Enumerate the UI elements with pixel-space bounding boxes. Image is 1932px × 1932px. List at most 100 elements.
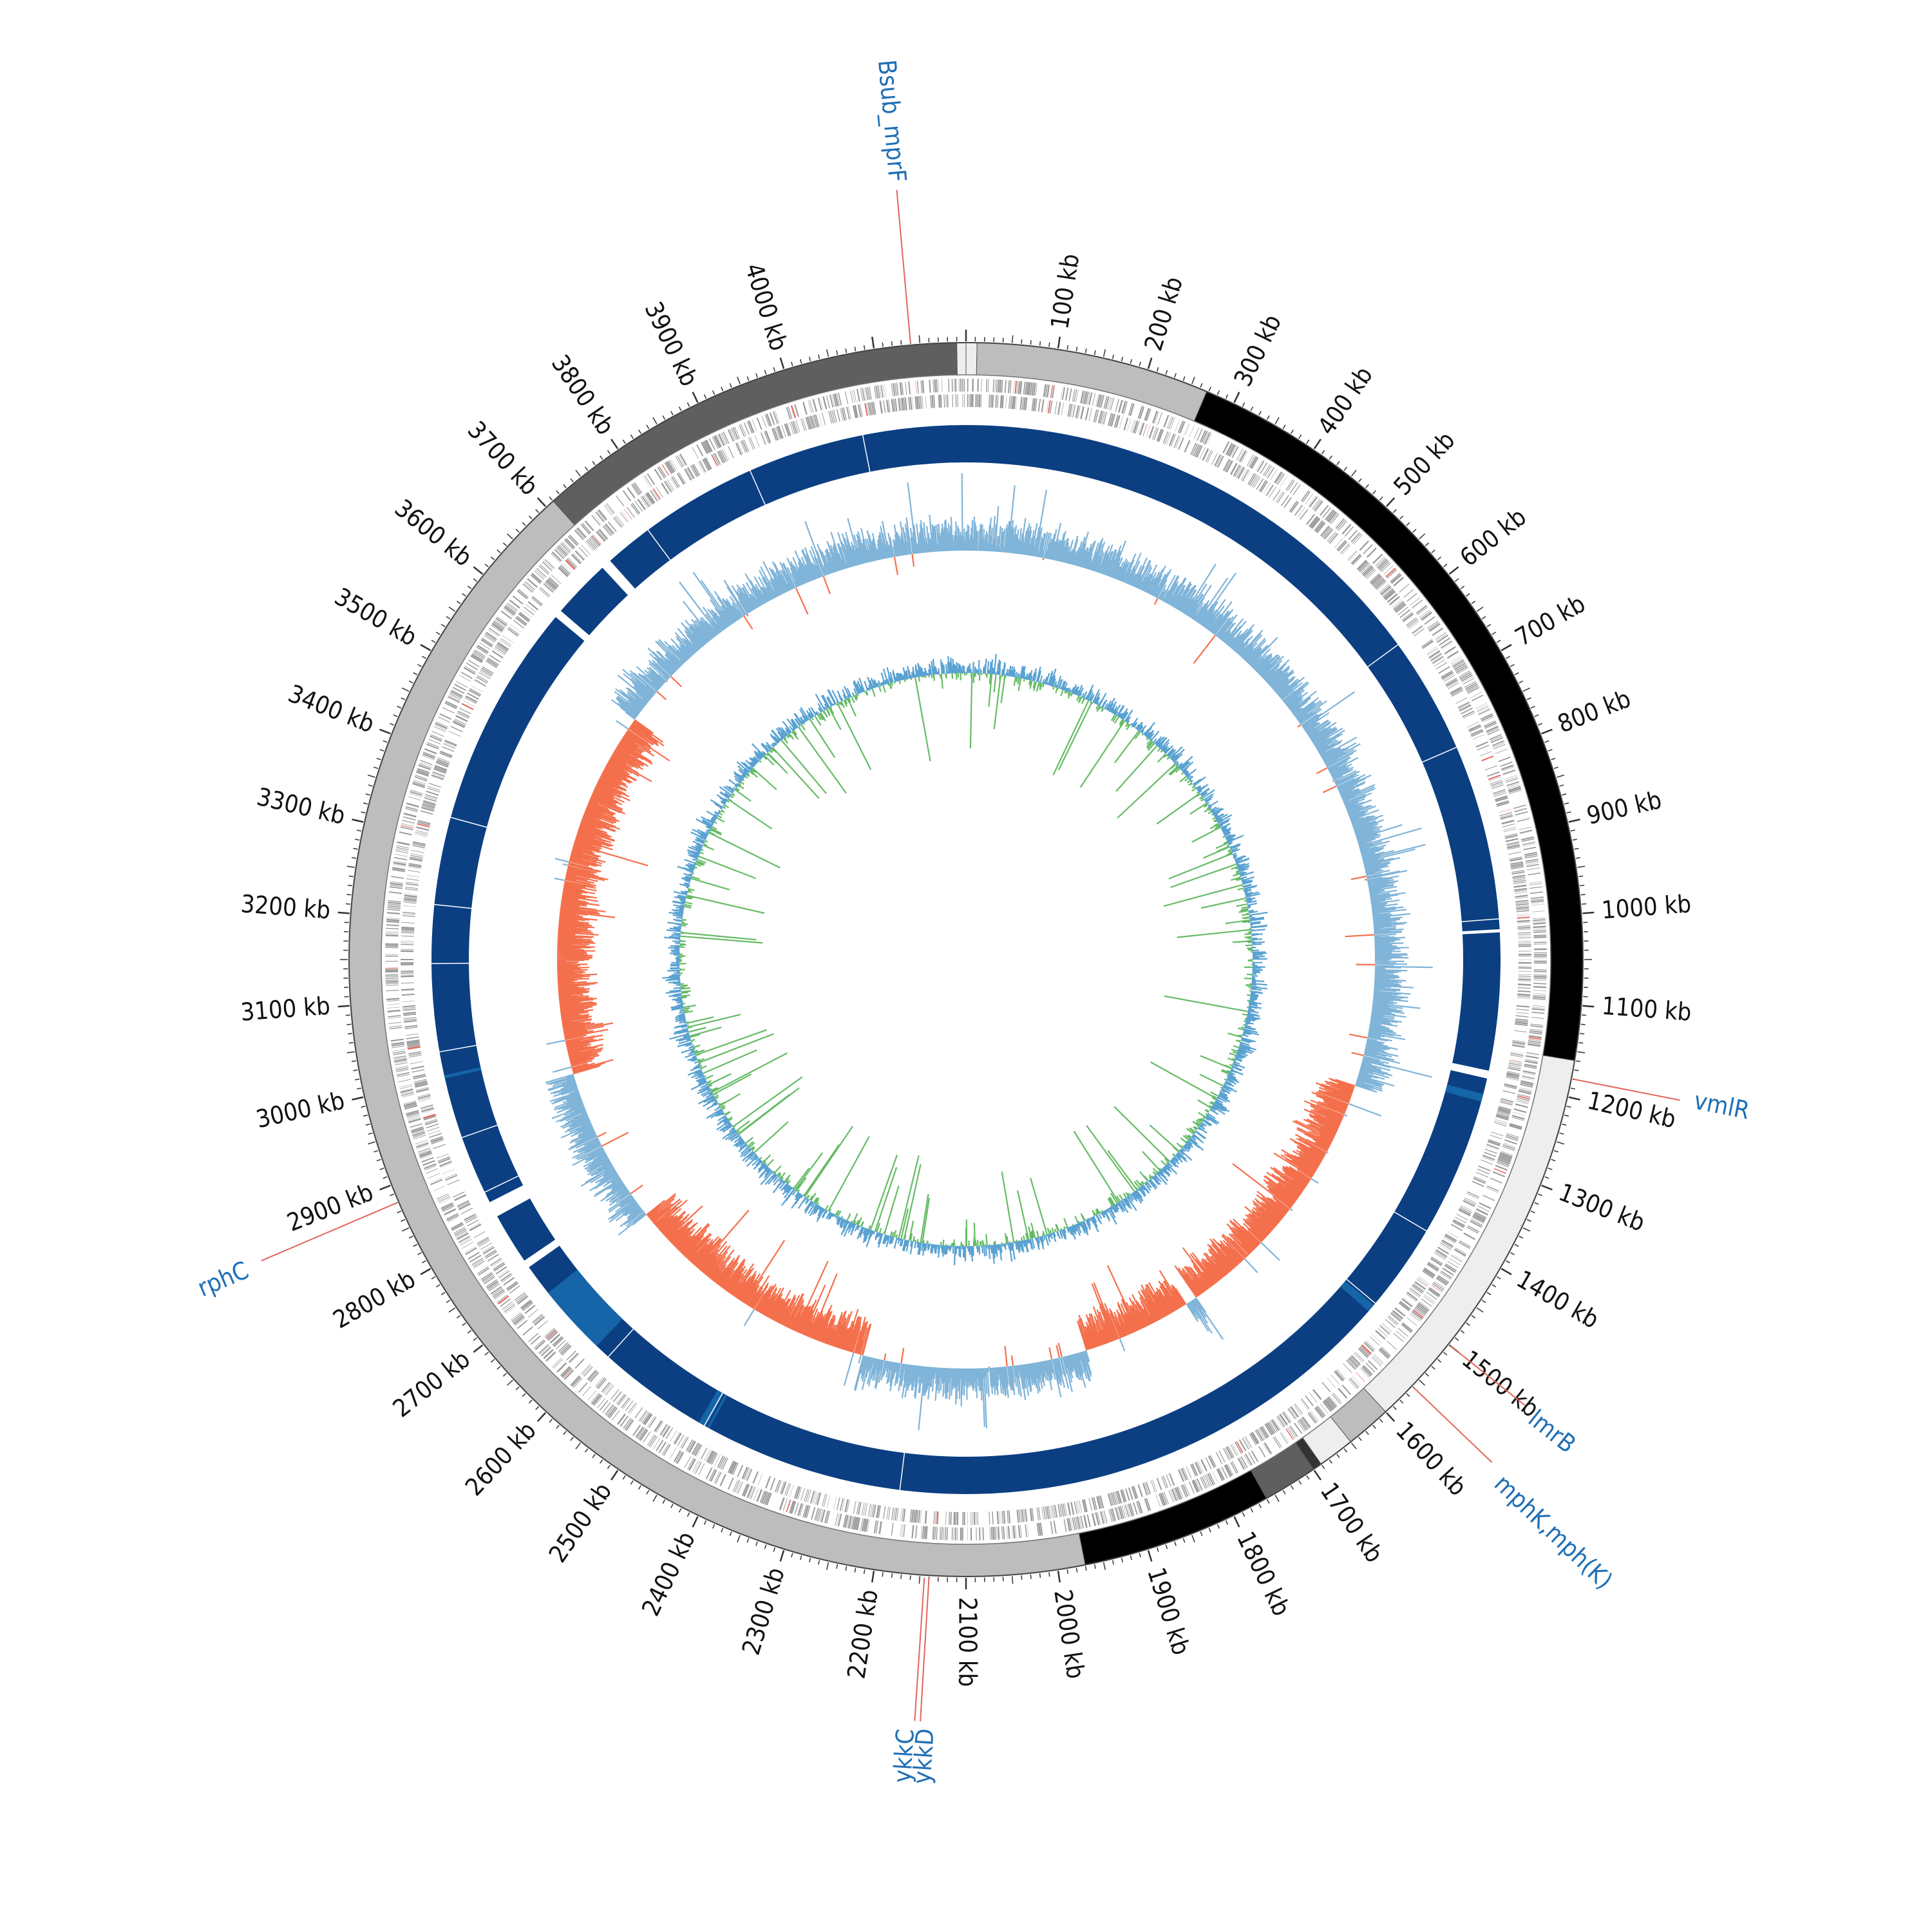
gene-feature bbox=[667, 479, 675, 491]
gene-feature bbox=[591, 535, 601, 547]
contig-outer-outline bbox=[348, 342, 1584, 1577]
gene-feature bbox=[590, 536, 600, 547]
gene-feature bbox=[867, 402, 871, 416]
tick-mark bbox=[764, 1544, 767, 1549]
gene-feature bbox=[1137, 1484, 1143, 1497]
gene-feature bbox=[740, 440, 746, 453]
gene-feature bbox=[804, 1488, 808, 1502]
gene-feature bbox=[1137, 406, 1143, 419]
gene-feature bbox=[1174, 1487, 1181, 1501]
tick-mark bbox=[1225, 394, 1229, 399]
gene-feature bbox=[385, 976, 399, 978]
tick-mark bbox=[800, 1555, 802, 1560]
gene-feature bbox=[461, 703, 474, 710]
gene-feature bbox=[605, 1404, 614, 1416]
tick-mark bbox=[374, 766, 379, 770]
gene-feature bbox=[468, 1251, 480, 1260]
gene-feature bbox=[1214, 454, 1222, 467]
tick-label: 600 kb bbox=[1455, 502, 1531, 572]
gene-feature bbox=[1481, 714, 1493, 722]
gene-feature bbox=[822, 1493, 826, 1507]
gene-feature bbox=[665, 461, 674, 473]
gene-feature bbox=[1533, 994, 1546, 997]
gene-feature bbox=[1350, 1377, 1360, 1387]
gene-feature bbox=[644, 475, 652, 487]
tick-mark bbox=[1208, 1528, 1211, 1533]
gene-feature bbox=[920, 380, 923, 393]
gene-feature bbox=[1200, 1459, 1208, 1472]
gene-feature bbox=[452, 687, 465, 694]
gene-feature bbox=[1527, 1043, 1541, 1047]
gene-feature bbox=[605, 504, 614, 515]
tick-mark bbox=[1191, 376, 1195, 384]
gene-feature bbox=[873, 386, 877, 399]
gene-feature bbox=[750, 437, 755, 450]
gene-feature bbox=[538, 565, 549, 575]
gene-feature bbox=[775, 411, 780, 424]
tick-mark bbox=[1572, 838, 1577, 841]
tick-mark bbox=[1574, 848, 1579, 850]
gene-feature bbox=[676, 473, 685, 485]
gene-feature bbox=[1315, 1406, 1325, 1417]
gene-feature bbox=[1279, 1414, 1288, 1426]
gene-feature bbox=[997, 1526, 1000, 1540]
gene-feature bbox=[1524, 1060, 1538, 1065]
gene-feature bbox=[1238, 1439, 1247, 1452]
gene-feature bbox=[1162, 1492, 1168, 1505]
gene-feature bbox=[578, 1382, 588, 1393]
gene-feature bbox=[1359, 562, 1370, 573]
gene-feature bbox=[1314, 521, 1325, 533]
gene-feature bbox=[1508, 851, 1522, 855]
gene-feature bbox=[1136, 1501, 1141, 1514]
tick-mark bbox=[1165, 1544, 1168, 1549]
gene-feature bbox=[456, 1231, 468, 1238]
gene-feature bbox=[1430, 1258, 1443, 1266]
gene-feature bbox=[538, 1344, 549, 1354]
gene-feature bbox=[676, 455, 684, 468]
gene-feature bbox=[403, 1013, 417, 1016]
tick-mark bbox=[611, 1470, 619, 1481]
gene-feature bbox=[1314, 1407, 1323, 1419]
gene-feature bbox=[408, 864, 422, 869]
gene-feature bbox=[506, 1281, 518, 1290]
gene-feature bbox=[1515, 903, 1529, 906]
tick-mark bbox=[1534, 1202, 1539, 1205]
gene-feature bbox=[1199, 447, 1206, 459]
gene-feature bbox=[497, 1294, 508, 1303]
gene-feature bbox=[644, 494, 652, 506]
gene-feature bbox=[1091, 1497, 1096, 1511]
tick-mark bbox=[522, 522, 526, 526]
gene-feature bbox=[635, 1426, 644, 1438]
gene-feature bbox=[424, 748, 437, 755]
gene-feature bbox=[1015, 1525, 1017, 1539]
gene-feature bbox=[497, 641, 509, 650]
gene-feature bbox=[1497, 1158, 1510, 1164]
gene-feature bbox=[1453, 661, 1465, 669]
gene-feature bbox=[497, 1269, 509, 1277]
gene-feature bbox=[1027, 1524, 1029, 1537]
gene-feature bbox=[732, 427, 739, 440]
gene-feature bbox=[1176, 1486, 1182, 1500]
gene-feature bbox=[1424, 616, 1435, 625]
gene-feature bbox=[1117, 1507, 1121, 1520]
gene-feature bbox=[1369, 573, 1380, 583]
gene-feature bbox=[1144, 1498, 1150, 1511]
gene-feature bbox=[924, 1510, 927, 1524]
gene-feature bbox=[773, 411, 779, 424]
gene-feature bbox=[426, 743, 439, 750]
gene-feature bbox=[493, 1262, 504, 1271]
tick-mark bbox=[1406, 1393, 1410, 1397]
gene-feature bbox=[888, 399, 891, 413]
gene-feature bbox=[826, 1495, 831, 1508]
gene-feature bbox=[409, 793, 422, 797]
gene-feature bbox=[702, 459, 709, 471]
gene-feature bbox=[1075, 389, 1079, 402]
tick-mark bbox=[1258, 411, 1262, 415]
gene-feature bbox=[914, 1510, 918, 1523]
tick-mark bbox=[422, 656, 426, 659]
gene-feature bbox=[737, 1464, 744, 1477]
gene-feature bbox=[1406, 618, 1418, 627]
gene-feature bbox=[864, 402, 868, 416]
gene-feature bbox=[836, 1497, 840, 1510]
gene-feature bbox=[871, 1504, 875, 1517]
